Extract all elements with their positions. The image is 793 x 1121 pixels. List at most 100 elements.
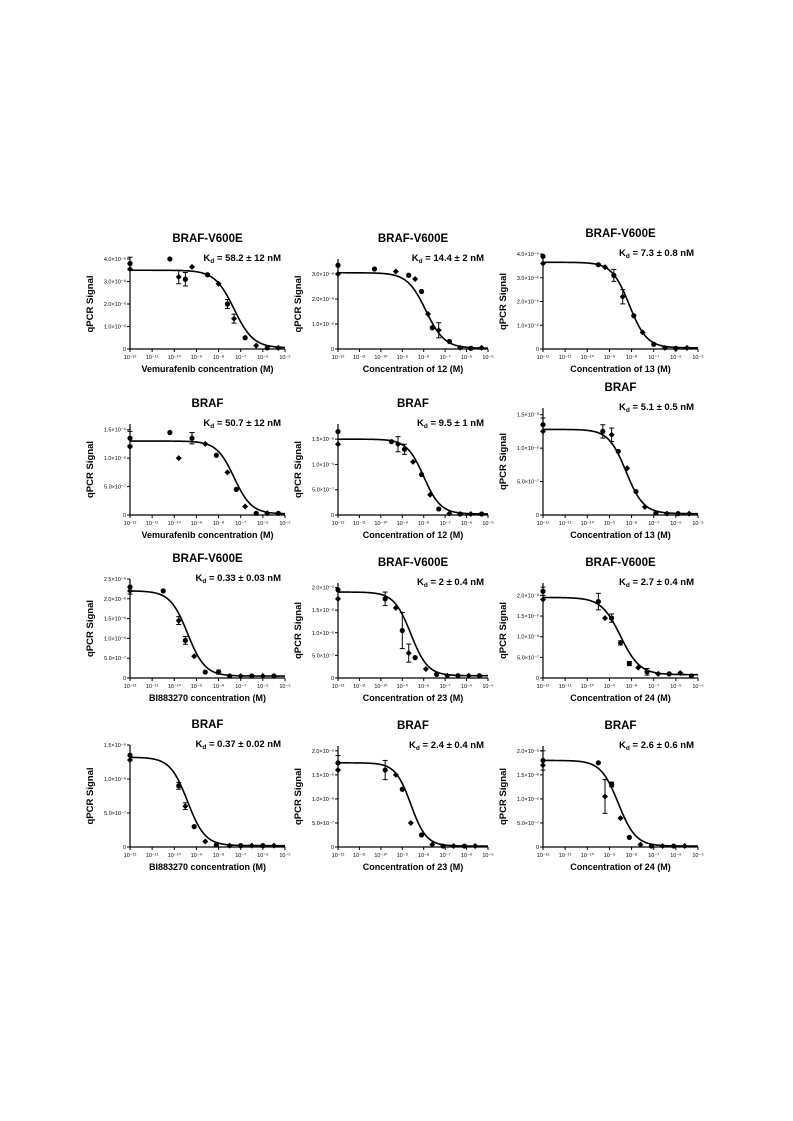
data-point bbox=[641, 503, 648, 510]
chart-panel-r1c1: BRAF-V600E 10⁻¹² 10⁻¹¹ 10⁻¹⁰ 10⁻⁹ 10⁻⁸ 10⁻⁷ 10⁻… bbox=[85, 233, 291, 374]
data-point bbox=[433, 671, 440, 677]
x-tick-label: 10⁻¹¹ bbox=[146, 355, 159, 361]
chart-title: BRAF-V600E bbox=[585, 557, 656, 569]
fit-curve bbox=[130, 440, 286, 515]
x-axis-label: Concentration of 12 (M) bbox=[363, 530, 464, 540]
y-tick-label: 2.0×10⁻⁶ bbox=[104, 301, 126, 308]
x-tick-label: 10⁻⁸ bbox=[418, 683, 429, 690]
x-tick-label: 10⁻⁷ bbox=[235, 852, 246, 859]
y-tick-label: 1.5×10⁻⁶ bbox=[104, 616, 126, 623]
chart-title: BRAF bbox=[605, 382, 637, 394]
data-point bbox=[335, 262, 341, 268]
y-tick-label: 3.0×10⁻⁶ bbox=[517, 275, 539, 282]
data-point bbox=[624, 465, 631, 472]
data-point bbox=[450, 843, 457, 850]
y-tick-label: 2.0×10⁻⁶ bbox=[312, 748, 334, 755]
data-point bbox=[127, 584, 133, 590]
data-point bbox=[673, 345, 679, 351]
x-tick-label: 10⁻⁵ bbox=[692, 852, 703, 859]
y-tick-label: 0 bbox=[331, 347, 334, 353]
y-axis-label: qPCR Signal bbox=[85, 767, 96, 824]
data-point bbox=[253, 342, 260, 349]
y-axis-label: qPCR Signal bbox=[293, 275, 304, 332]
x-tick-label: 10⁻⁹ bbox=[604, 683, 615, 690]
data-point bbox=[659, 843, 666, 850]
data-point bbox=[335, 441, 341, 448]
y-tick-label: 5.0×10⁻⁷ bbox=[104, 655, 126, 662]
data-point bbox=[655, 670, 662, 677]
data-point bbox=[335, 587, 341, 593]
y-tick-label: 3.0×10⁻⁶ bbox=[312, 271, 334, 278]
data-point bbox=[671, 843, 677, 849]
x-axis-label: Concentration of 24 (M) bbox=[570, 693, 671, 703]
data-point bbox=[602, 264, 608, 271]
data-point bbox=[626, 660, 632, 667]
data-point bbox=[335, 760, 341, 766]
kd-label: Kd = 50.7 ± 12 nM bbox=[203, 418, 281, 430]
y-tick-label: 0 bbox=[123, 676, 126, 682]
data-point bbox=[127, 266, 133, 273]
data-point bbox=[418, 832, 425, 838]
y-tick-label: 2.0×10⁻⁶ bbox=[517, 299, 539, 306]
data-point bbox=[626, 834, 632, 840]
data-point bbox=[631, 313, 637, 319]
chart-title: BRAF bbox=[605, 720, 637, 732]
x-tick-label: 10⁻⁵ bbox=[692, 520, 703, 527]
x-tick-label: 10⁻⁵ bbox=[482, 683, 493, 690]
y-tick-label: 0 bbox=[331, 676, 334, 682]
y-tick-label: 3.0×10⁻⁶ bbox=[104, 279, 126, 286]
data-point bbox=[259, 673, 266, 680]
x-tick-label: 10⁻⁷ bbox=[648, 354, 659, 361]
y-tick-label: 1.0×10⁻⁶ bbox=[312, 321, 334, 328]
y-tick-label: 1.0×10⁻⁶ bbox=[104, 324, 126, 331]
data-point bbox=[602, 793, 608, 800]
x-tick-label: 10⁻⁵ bbox=[279, 354, 290, 361]
data-point bbox=[202, 669, 208, 675]
x-tick-label: 10⁻⁶ bbox=[461, 852, 472, 859]
x-axis-label: Vemurafenib concentration (M) bbox=[141, 530, 273, 540]
data-point bbox=[617, 639, 624, 646]
chart-title: BRAF bbox=[397, 398, 429, 410]
data-point bbox=[664, 510, 670, 517]
x-tick-label: 10⁻⁷ bbox=[440, 520, 451, 527]
x-tick-label: 10⁻¹⁰ bbox=[168, 852, 182, 859]
y-tick-label: 0 bbox=[536, 845, 539, 851]
data-point bbox=[446, 510, 453, 517]
y-tick-label: 1.0×10⁻⁶ bbox=[312, 630, 334, 637]
x-tick-label: 10⁻⁸ bbox=[418, 520, 429, 527]
data-point bbox=[264, 510, 271, 517]
data-point bbox=[231, 315, 238, 322]
x-tick-label: 10⁻⁶ bbox=[257, 852, 268, 859]
data-point bbox=[238, 843, 244, 849]
data-point bbox=[666, 671, 672, 677]
x-tick-label: 10⁻¹² bbox=[332, 853, 345, 859]
data-point bbox=[412, 655, 418, 661]
chart-panel-r4c1: BRAF 10⁻¹² 10⁻¹¹ 10⁻¹⁰ 10⁻⁹ 10⁻⁸ 10⁻⁷ 10⁻⁶ 10⁻⁵ 0… bbox=[85, 719, 291, 872]
y-axis-label: qPCR Signal bbox=[293, 441, 304, 498]
chart-title: BRAF-V600E bbox=[378, 233, 449, 245]
x-tick-label: 10⁻⁶ bbox=[670, 520, 681, 527]
y-tick-label: 1.0×10⁻⁶ bbox=[104, 776, 126, 783]
chart-panel-r3c2: BRAF-V600E 10⁻¹² 10⁻¹¹ 10⁻¹⁰ 10⁻⁹ 10⁻⁸ 10⁻⁷ 10⁻… bbox=[293, 557, 494, 703]
x-axis-label: Concentration of 24 (M) bbox=[570, 862, 671, 872]
data-point bbox=[213, 452, 219, 458]
data-point bbox=[175, 455, 182, 462]
kd-label: Kd = 9.5 ± 1 nM bbox=[417, 418, 484, 430]
data-point bbox=[639, 329, 646, 336]
x-tick-label: 10⁻¹¹ bbox=[146, 521, 159, 527]
x-axis-label: BI883270 concentration (M) bbox=[149, 693, 266, 703]
data-point bbox=[182, 637, 188, 643]
y-tick-label: 4.0×10⁻⁶ bbox=[517, 251, 539, 258]
data-point bbox=[253, 510, 259, 516]
x-tick-label: 10⁻⁶ bbox=[670, 683, 681, 690]
y-tick-label: 1.0×10⁻⁶ bbox=[517, 634, 539, 641]
data-point bbox=[427, 491, 434, 498]
y-tick-label: 2.0×10⁻⁶ bbox=[104, 596, 126, 603]
data-point bbox=[191, 824, 197, 830]
data-point bbox=[468, 345, 474, 351]
chart-title: BRAF-V600E bbox=[172, 553, 243, 565]
data-point bbox=[127, 443, 133, 450]
x-axis-label: Concentration of 23 (M) bbox=[363, 693, 464, 703]
x-tick-label: 10⁻⁵ bbox=[692, 354, 703, 361]
x-axis-label: Concentration of 23 (M) bbox=[363, 862, 464, 872]
